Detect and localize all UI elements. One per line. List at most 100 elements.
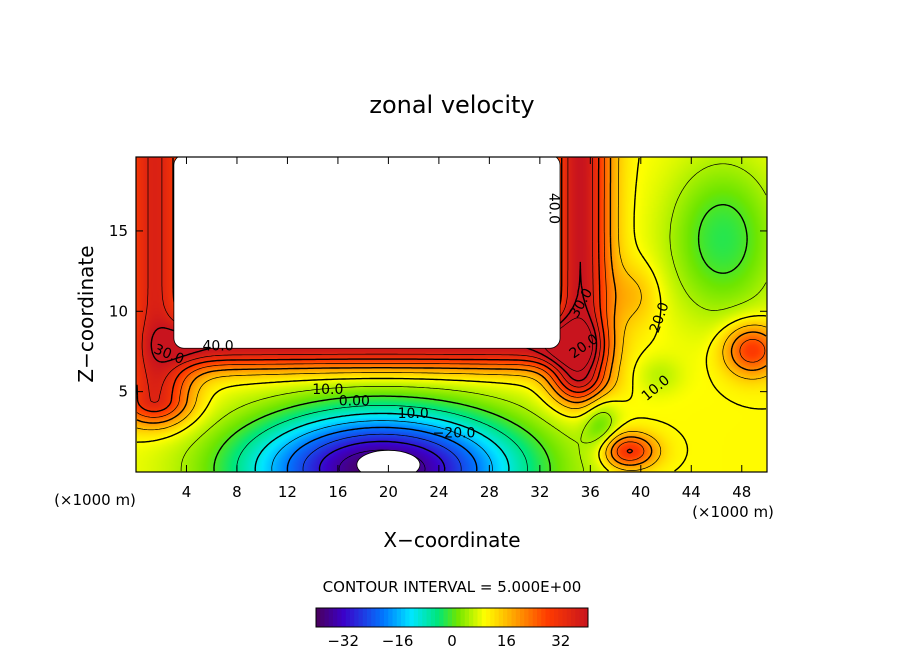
contour-label: 10.0 <box>312 382 343 398</box>
x-axis-ticks: 4 8 12 16 20 24 28 32 36 40 44 48 <box>182 157 751 501</box>
x-tick-label: 44 <box>682 483 701 501</box>
x-tick-label: 32 <box>530 483 549 501</box>
colorbar-swatch <box>507 608 512 627</box>
x-tick-label: 16 <box>328 483 347 501</box>
colorbar-swatch <box>473 608 478 627</box>
colorbar-swatch <box>545 608 551 627</box>
colorbar-swatch <box>554 608 559 627</box>
y-tick-label: 15 <box>109 222 128 240</box>
colorbar-swatch <box>345 608 351 627</box>
colorbar-swatch <box>435 608 440 627</box>
colorbar-swatch <box>575 608 580 627</box>
chart-title: zonal velocity <box>369 91 534 119</box>
colorbar-swatch <box>384 608 389 627</box>
colorbar-frame <box>315 607 589 628</box>
contour-line-0 <box>213 204 748 472</box>
contour-line-neg10 <box>254 412 510 472</box>
colorbar-swatch <box>409 608 415 627</box>
colorbar-swatch <box>375 608 381 627</box>
colorbar-swatch <box>520 608 525 627</box>
colorbar-swatch <box>367 608 372 627</box>
x-tick-label: 8 <box>232 483 242 501</box>
colorbar-swatch <box>337 608 342 627</box>
plot-area <box>136 157 767 472</box>
colorbar-swatch <box>566 608 572 627</box>
contour-label: −20.0 <box>433 425 476 441</box>
colorbar-swatch <box>341 608 347 627</box>
y-tick-label: 10 <box>109 302 128 320</box>
colorbar-swatch <box>537 608 542 627</box>
colorbar-swatch <box>562 608 568 627</box>
contour-line-5 <box>180 163 767 472</box>
colorbar-swatch <box>524 608 529 627</box>
colorbar-swatch <box>350 608 355 627</box>
colorbar-swatch <box>447 608 453 627</box>
colorbar-swatch <box>439 608 444 627</box>
colorbar-swatch <box>490 608 495 627</box>
colorbar-swatch <box>469 608 474 627</box>
colorbar-swatch <box>418 608 423 627</box>
colorbar-swatch <box>379 608 385 627</box>
colorbar-tick-label: −32 <box>327 632 359 650</box>
colorbar-swatch <box>443 608 449 627</box>
contour-line-neg15 <box>271 420 493 472</box>
contour-label: 0.00 <box>339 393 370 409</box>
plot-frame <box>135 156 768 473</box>
colorbar-tick-label: 32 <box>551 632 570 650</box>
colorbar-swatch <box>579 608 585 627</box>
x-tick-label: 40 <box>631 483 650 501</box>
colorbar-ticks: −32 −16 0 16 32 <box>327 632 570 650</box>
colorbar-swatch <box>320 608 325 627</box>
colorbar-swatch <box>541 608 546 627</box>
x-unit-left: (×1000 m) <box>54 491 136 509</box>
contour-label: 40.0 <box>202 339 233 355</box>
colorbar-tick-label: 0 <box>447 632 457 650</box>
x-tick-label: 12 <box>278 483 297 501</box>
colorbar-swatch <box>392 608 398 627</box>
colorbar-swatch <box>388 608 393 627</box>
colorbar-swatch <box>494 608 500 627</box>
colorbar-swatch <box>396 608 402 627</box>
colorbar-swatch <box>452 608 457 627</box>
contour-line-neg30 <box>318 440 446 472</box>
colorbar-swatch <box>481 608 487 627</box>
upper-white-region <box>173 157 561 349</box>
y-axis-ticks: 5 10 15 <box>109 222 767 401</box>
x-unit-right: (×1000 m) <box>692 503 774 521</box>
colorbar-swatch <box>528 608 534 627</box>
x-tick-label: 48 <box>732 483 751 501</box>
colorbar-swatch <box>583 608 589 627</box>
colorbar-swatch <box>324 608 330 627</box>
colorbar-swatch <box>511 608 517 627</box>
colorbar-swatch <box>422 608 427 627</box>
colorbar-swatch <box>333 608 338 627</box>
colorbar-swatch <box>405 608 410 627</box>
x-tick-label: 28 <box>480 483 499 501</box>
colorbar-swatch <box>316 608 321 627</box>
colorbar-swatch <box>362 608 368 627</box>
colorbar-swatch <box>328 608 334 627</box>
colorbar-swatch <box>354 608 359 627</box>
colorbar-swatch <box>532 608 538 627</box>
colorbar-swatch <box>549 608 555 627</box>
colorbar-swatch <box>456 608 461 627</box>
colorbar-swatch <box>515 608 521 627</box>
contour-interval: CONTOUR INTERVAL = 5.000E+00 <box>323 578 582 596</box>
colorbar-swatch <box>571 608 576 627</box>
colorbar <box>315 607 589 628</box>
colorbar-swatch <box>464 608 470 627</box>
colorbar-swatch <box>430 608 436 627</box>
colorbar-swatch <box>413 608 419 627</box>
colorbar-tick-label: 16 <box>497 632 516 650</box>
x-tick-label: 24 <box>429 483 448 501</box>
x-axis-label: X−coordinate <box>383 528 520 552</box>
x-tick-label: 4 <box>182 483 192 501</box>
y-tick-label: 5 <box>118 383 128 401</box>
x-tick-label: 36 <box>581 483 600 501</box>
colorbar-tick-label: −16 <box>382 632 414 650</box>
contour-label: 40.0 <box>546 193 562 224</box>
contour-label: −10.0 <box>386 406 429 422</box>
colorbar-swatch <box>477 608 483 627</box>
colorbar-swatch <box>371 608 376 627</box>
